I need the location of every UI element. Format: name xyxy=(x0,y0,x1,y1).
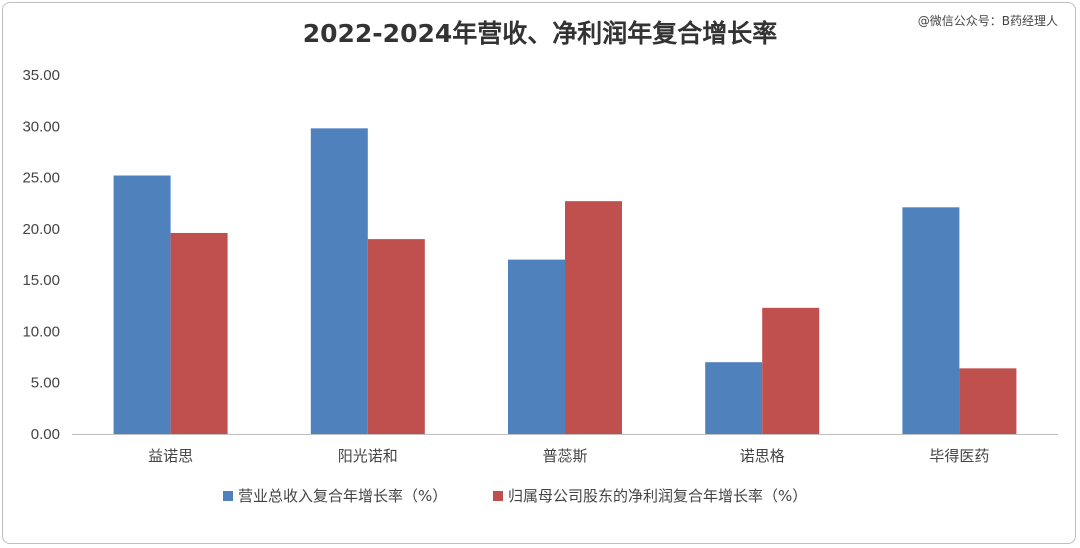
y-tick-label: 5.00 xyxy=(31,375,60,392)
bar-2-3 xyxy=(565,201,622,434)
y-axis-ticks: 0.00 5.00 10.00 15.00 20.00 25.00 30.00 35.00 xyxy=(22,67,60,443)
bar-2-1 xyxy=(170,232,228,434)
bars xyxy=(113,128,1017,434)
x-category-label: 诺思格 xyxy=(740,447,785,465)
legend-swatch-2 xyxy=(493,491,503,501)
bar-1-3 xyxy=(508,259,565,434)
bar-2-5 xyxy=(959,368,1017,434)
y-tick-label: 0.00 xyxy=(31,426,60,443)
y-tick-label: 20.00 xyxy=(22,221,60,238)
y-tick-label: 35.00 xyxy=(22,67,60,84)
watermark: @微信公众号：B药经理人 xyxy=(917,14,1058,28)
bar-1-2 xyxy=(310,128,368,434)
bar-1-5 xyxy=(902,207,960,434)
y-tick-label: 30.00 xyxy=(22,118,60,135)
legend-label-2: 归属母公司股东的净利润复合年增长率（%） xyxy=(508,487,807,505)
x-category-label: 毕得医药 xyxy=(929,447,989,465)
legend-label-1: 营业总收入复合年增长率（%） xyxy=(238,487,447,505)
bar-1-1 xyxy=(113,175,171,434)
bar-2-4 xyxy=(762,307,820,434)
legend-swatch-1 xyxy=(223,491,233,501)
x-category-label: 阳光诺和 xyxy=(338,447,398,465)
x-category-label: 益诺思 xyxy=(148,447,193,465)
y-tick-label: 10.00 xyxy=(22,323,60,340)
x-category-label: 普蕊斯 xyxy=(542,447,587,465)
y-tick-label: 15.00 xyxy=(22,272,60,289)
legend: 营业总收入复合年增长率（%） 归属母公司股东的净利润复合年增长率（%） xyxy=(223,487,807,505)
bar-1-4 xyxy=(705,362,763,434)
y-tick-label: 25.00 xyxy=(22,170,60,187)
chart-title: 2022-2024年营收、净利润年复合增长率 xyxy=(302,19,778,48)
x-axis-categories: 益诺思 阳光诺和 普蕊斯 诺思格 毕得医药 xyxy=(148,447,989,465)
bar-2-2 xyxy=(367,239,425,434)
